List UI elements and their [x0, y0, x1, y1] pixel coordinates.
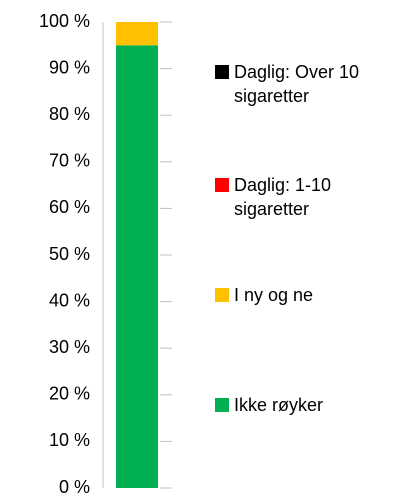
legend-label: Daglig: Over 10 sigaretter: [234, 62, 360, 106]
legend-label: I ny og ne: [234, 285, 314, 305]
y-tick-label: 90 %: [49, 57, 90, 77]
legend-swatch: [215, 65, 229, 79]
y-tick-label: 10 %: [49, 430, 90, 450]
legend-item: Ikke røyker: [215, 393, 395, 417]
bar-segment: [116, 22, 158, 46]
legend-swatch: [215, 288, 229, 302]
bar-segment: [116, 45, 158, 489]
legend-item: I ny og ne: [215, 283, 395, 307]
legend-swatch: [215, 398, 229, 412]
legend-swatch: [215, 178, 229, 192]
y-tick-label: 50 %: [49, 244, 90, 264]
legend-item: Daglig: 1-10 sigaretter: [215, 173, 395, 221]
legend-label: Ikke røyker: [234, 395, 324, 415]
legend-label: Daglig: 1-10 sigaretter: [234, 175, 332, 219]
y-tick-label: 30 %: [49, 337, 90, 357]
y-tick-label: 40 %: [49, 290, 90, 310]
y-tick-label: 100 %: [39, 11, 90, 31]
y-tick-label: 60 %: [49, 197, 90, 217]
y-tick-label: 0 %: [59, 477, 90, 495]
legend-item: Daglig: Over 10 sigaretter: [215, 60, 395, 108]
y-tick-label: 20 %: [49, 384, 90, 404]
y-tick-label: 70 %: [49, 151, 90, 171]
y-tick-label: 80 %: [49, 104, 90, 124]
